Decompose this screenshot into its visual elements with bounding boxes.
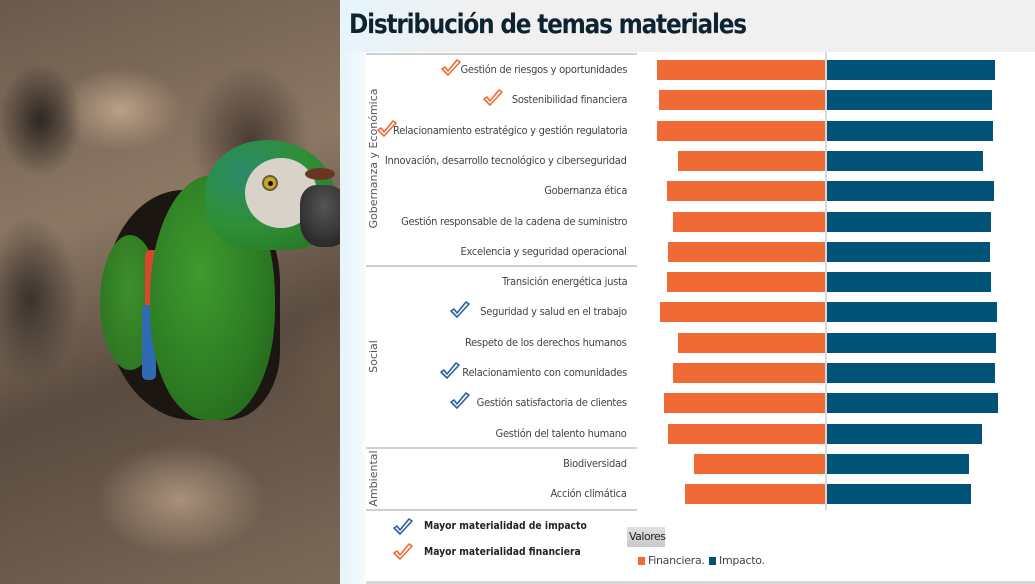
legend-series-financial[interactable]: Financiera. xyxy=(638,554,705,567)
financial-bar[interactable] xyxy=(668,423,825,444)
impact-bar[interactable] xyxy=(827,453,969,474)
impact-bar[interactable] xyxy=(827,211,991,232)
impact-bar[interactable] xyxy=(827,150,983,171)
group-separator xyxy=(366,447,637,449)
group-separator xyxy=(366,53,637,55)
blue-check-icon xyxy=(440,362,460,379)
category-label: Seguridad y salud en el trabajo xyxy=(480,305,627,319)
category-label: Gestión de riesgos y oportunidades xyxy=(460,63,627,76)
values-field-button[interactable]: Valores xyxy=(627,527,666,547)
impact-swatch xyxy=(709,556,716,565)
impact-bar[interactable] xyxy=(827,423,982,444)
orange-check-icon xyxy=(377,119,397,137)
legend-series-impact[interactable]: Impacto. xyxy=(709,554,765,567)
impact-bar[interactable] xyxy=(827,60,995,80)
group-label: Ambiental xyxy=(366,449,380,507)
financial-bar[interactable] xyxy=(668,241,825,262)
financial-bar[interactable] xyxy=(667,272,825,293)
impact-bar[interactable] xyxy=(827,241,990,262)
group-separator xyxy=(366,265,637,267)
blue-check-icon xyxy=(450,392,470,410)
category-label: Respeto de los derechos humanos xyxy=(465,335,627,349)
category-label: Transición energética justa xyxy=(501,275,628,289)
category-label: Excelencia y seguridad operacional xyxy=(460,244,627,258)
blue-check-icon xyxy=(393,518,413,535)
financial-bar[interactable] xyxy=(667,181,825,202)
financial-swatch xyxy=(638,556,645,565)
category-label: Innovación, desarrollo tecnológico y cib… xyxy=(385,153,627,167)
impact-bar[interactable] xyxy=(827,272,991,293)
financial-bar[interactable] xyxy=(657,60,825,80)
orange-check-icon xyxy=(393,543,413,560)
page-title: Distribución de temas materiales xyxy=(349,9,747,40)
legend-series-impact-label: Impacto. xyxy=(719,554,765,567)
impact-bar[interactable] xyxy=(827,393,998,414)
impact-bar[interactable] xyxy=(827,302,997,323)
orange-check-icon xyxy=(483,89,503,107)
group-separator xyxy=(366,509,637,511)
impact-bar[interactable] xyxy=(827,484,971,505)
impact-bar[interactable] xyxy=(827,181,994,202)
legend-series-financial-label: Financiera. xyxy=(648,554,705,567)
impact-bar[interactable] xyxy=(827,363,995,383)
bottom-divider xyxy=(366,581,1035,584)
category-label: Sostenibilidad financiera xyxy=(511,93,628,107)
financial-bar[interactable] xyxy=(660,302,825,323)
category-label: Gestión del talento humano xyxy=(495,426,627,440)
macaw-eye xyxy=(262,175,278,191)
blue-check-icon xyxy=(450,301,470,319)
category-label: Gestión responsable de la cadena de sumi… xyxy=(400,214,627,228)
group-label: Social xyxy=(366,339,380,373)
financial-bar[interactable] xyxy=(678,150,825,171)
financial-bar[interactable] xyxy=(678,332,825,353)
financial-bar[interactable] xyxy=(664,393,825,414)
left-strip xyxy=(340,52,365,584)
financial-bar[interactable] xyxy=(673,363,825,383)
title-bar xyxy=(340,0,1035,52)
category-label: Acción climática xyxy=(550,487,627,501)
financial-bar[interactable] xyxy=(659,90,825,111)
legend-financial-label: Mayor materialidad financiera xyxy=(424,546,581,558)
macaw-photo xyxy=(0,0,365,584)
category-label: Relacionamiento estratégico y gestión re… xyxy=(392,123,628,137)
macaw-forehead xyxy=(305,168,335,180)
financial-bar[interactable] xyxy=(694,453,825,474)
center-axis xyxy=(825,52,827,510)
group-label: Gobernanza y Económica xyxy=(366,87,380,229)
legend-impact-label: Mayor materialidad de impacto xyxy=(424,520,587,532)
category-label: Gestión satisfactoria de clientes xyxy=(476,396,627,410)
category-label: Gobernanza ética xyxy=(544,184,627,198)
impact-bar[interactable] xyxy=(827,90,992,111)
impact-bar[interactable] xyxy=(827,332,996,353)
category-label: Biodiversidad xyxy=(563,456,627,470)
orange-check-icon xyxy=(441,59,461,76)
financial-bar[interactable] xyxy=(685,484,825,505)
impact-bar[interactable] xyxy=(827,120,993,141)
category-label: Relacionamiento con comunidades xyxy=(462,366,627,379)
financial-bar[interactable] xyxy=(657,120,825,141)
financial-bar[interactable] xyxy=(673,211,825,232)
